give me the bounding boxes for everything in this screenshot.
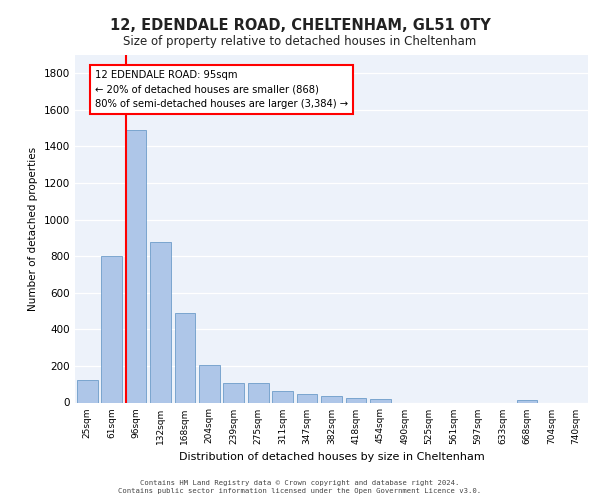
Bar <box>272 390 293 402</box>
Bar <box>125 130 146 402</box>
Bar <box>223 384 244 402</box>
Bar <box>517 400 538 402</box>
Text: Contains HM Land Registry data © Crown copyright and database right 2024.
Contai: Contains HM Land Registry data © Crown c… <box>118 480 482 494</box>
Bar <box>346 398 367 402</box>
Bar <box>199 365 220 403</box>
Bar <box>248 384 269 402</box>
Bar <box>370 399 391 402</box>
Bar <box>175 313 196 402</box>
X-axis label: Distribution of detached houses by size in Cheltenham: Distribution of detached houses by size … <box>179 452 484 462</box>
Text: 12 EDENDALE ROAD: 95sqm
← 20% of detached houses are smaller (868)
80% of semi-d: 12 EDENDALE ROAD: 95sqm ← 20% of detache… <box>95 70 347 109</box>
Text: 12, EDENDALE ROAD, CHELTENHAM, GL51 0TY: 12, EDENDALE ROAD, CHELTENHAM, GL51 0TY <box>110 18 490 32</box>
Bar <box>296 394 317 402</box>
Y-axis label: Number of detached properties: Number of detached properties <box>28 146 38 311</box>
Bar <box>101 256 122 402</box>
Bar <box>77 380 98 402</box>
Bar <box>150 242 171 402</box>
Bar <box>321 396 342 402</box>
Text: Size of property relative to detached houses in Cheltenham: Size of property relative to detached ho… <box>124 35 476 48</box>
